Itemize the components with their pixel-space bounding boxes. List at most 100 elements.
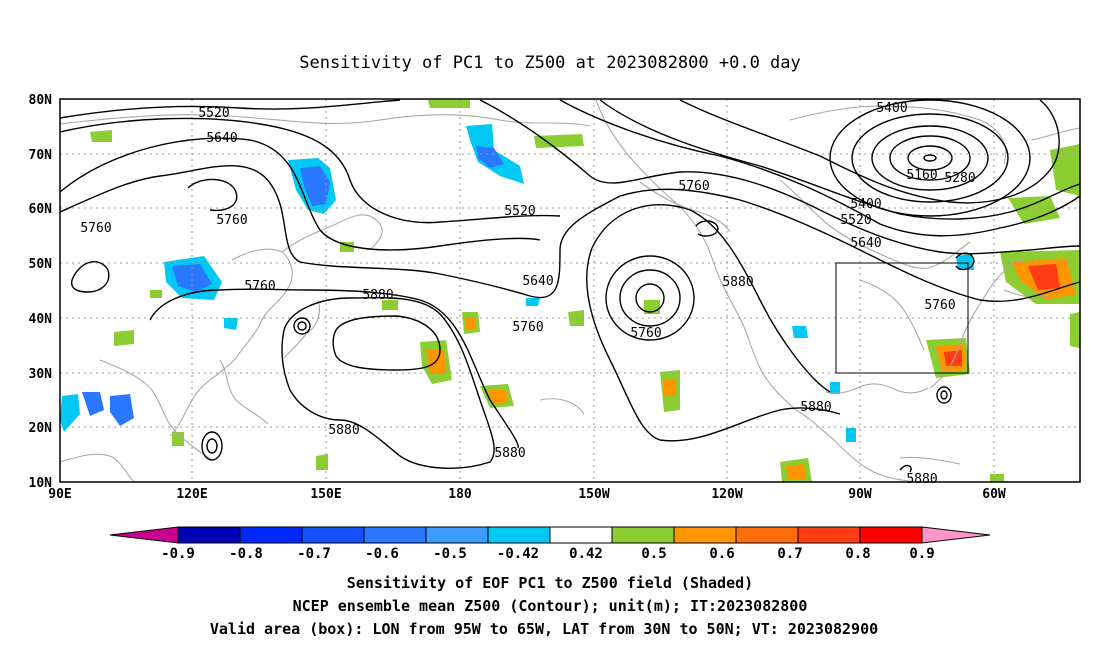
coastline xyxy=(283,299,321,359)
shade-positive-patch xyxy=(1008,196,1060,224)
shade-negative-patch xyxy=(82,392,104,416)
shade-positive-patch xyxy=(172,432,184,446)
shade-positive-patch xyxy=(534,134,584,148)
contour-label: 5880 xyxy=(722,275,753,290)
contour-line xyxy=(923,154,937,162)
contour-label: 5400 xyxy=(876,101,907,116)
contour-label: 5760 xyxy=(80,221,111,236)
contour-line xyxy=(332,315,441,371)
contour-line xyxy=(293,317,311,335)
colorbar-label: -0.7 xyxy=(297,546,331,562)
shade-positive-patch xyxy=(1028,264,1060,290)
contour-line xyxy=(619,269,681,327)
shade-positive-patch xyxy=(1070,312,1080,348)
contour-line xyxy=(955,252,975,271)
lat-axis-labels: 80N 70N 60N 50N 40N 30N 20N 10N xyxy=(29,93,53,491)
contour-labels: 5520 5640 5760 5520 5760 5760 5880 5640 … xyxy=(80,101,975,487)
contour-line xyxy=(907,145,953,171)
colorbar-box xyxy=(549,526,613,544)
colorbar-label: -0.9 xyxy=(161,546,195,562)
valid-area-box xyxy=(835,262,969,374)
caption-line-1: Sensitivity of EOF PC1 to Z500 field (Sh… xyxy=(347,574,753,592)
colorbar-label: -0.5 xyxy=(433,546,467,562)
contour-line xyxy=(70,261,110,293)
contour-label: 5880 xyxy=(800,400,831,415)
lon-tick-label: 180 xyxy=(448,487,472,502)
contour-line xyxy=(59,137,541,251)
contour-line xyxy=(635,283,665,313)
lat-tick-label: 20N xyxy=(29,421,53,436)
contour-label: 5880 xyxy=(906,472,937,487)
shade-negative-patch xyxy=(526,298,540,306)
lat-tick-label: 60N xyxy=(29,202,53,217)
contour-label: 5880 xyxy=(494,446,525,461)
contour-label: 5640 xyxy=(850,236,881,251)
contour-line xyxy=(871,125,989,191)
colorbar-box xyxy=(487,526,551,544)
shade-positive-patch xyxy=(944,350,962,366)
contour-line xyxy=(59,165,1081,302)
z500-contours xyxy=(59,99,1081,473)
lon-tick-label: 90E xyxy=(48,487,71,502)
shade-negative-patch xyxy=(830,382,840,394)
contour-label: 5160 xyxy=(906,168,937,183)
contour-label: 5760 xyxy=(678,179,709,194)
colorbar-label: 0.8 xyxy=(845,546,870,562)
contour-label: 5760 xyxy=(924,298,955,313)
coastline xyxy=(795,409,917,483)
contour-line xyxy=(59,99,401,119)
contour-line xyxy=(889,135,971,181)
colorbar-box xyxy=(735,526,799,544)
colorbar-right-arrow xyxy=(921,526,991,544)
lon-tick-label: 90W xyxy=(848,487,872,502)
coastline xyxy=(59,453,135,483)
colorbar: -0.9 -0.8 -0.7 -0.6 -0.5 -0.42 0.42 0.5 … xyxy=(109,526,991,562)
coastline xyxy=(859,279,925,351)
caption-line-3: Valid area (box): LON from 95W to 65W, L… xyxy=(210,620,878,638)
coastline xyxy=(219,359,269,425)
contour-label: 5880 xyxy=(328,423,359,438)
shade-positive-patch xyxy=(990,474,1004,482)
colorbar-label: -0.42 xyxy=(497,546,539,562)
shade-negative-patch xyxy=(60,394,80,432)
contour-line xyxy=(829,99,1031,217)
shade-negative-patch xyxy=(300,166,330,206)
coastline xyxy=(639,181,731,233)
coastline xyxy=(1031,127,1081,141)
contour-line xyxy=(281,296,495,469)
coastlines xyxy=(59,99,1081,483)
contour-label: 5280 xyxy=(944,171,975,186)
contour-line xyxy=(936,386,952,404)
shade-positive-patch xyxy=(90,130,112,142)
lon-tick-label: 120E xyxy=(176,487,207,502)
contour-line xyxy=(679,99,1060,204)
coastline xyxy=(929,257,1023,389)
contour-line xyxy=(187,178,238,212)
contour-label: 5400 xyxy=(850,197,881,212)
lat-tick-label: 30N xyxy=(29,367,53,382)
lat-tick-label: 70N xyxy=(29,148,53,163)
contour-line xyxy=(206,438,218,454)
contour-label: 5520 xyxy=(504,204,535,219)
coastline xyxy=(825,383,929,394)
contour-label: 5760 xyxy=(512,320,543,335)
coastline xyxy=(899,456,961,465)
coastline xyxy=(595,99,797,411)
figure-title: Sensitivity of PC1 to Z500 at 2023082800… xyxy=(299,53,801,73)
coastline xyxy=(59,114,591,127)
contour-label: 5880 xyxy=(362,288,393,303)
lon-axis-labels: 90E 120E 150E 180 150W 120W 90W 60W xyxy=(48,487,1006,502)
colorbar-box xyxy=(673,526,737,544)
coastline xyxy=(99,359,213,461)
shade-positive-patch xyxy=(664,380,676,396)
contour-label: 5760 xyxy=(244,279,275,294)
colorbar-label: -0.8 xyxy=(229,546,263,562)
shade-negative-patch xyxy=(846,428,856,442)
shade-positive-patch xyxy=(114,330,134,346)
coastline xyxy=(281,214,383,253)
shade-positive-patch xyxy=(382,300,398,310)
lon-tick-label: 60W xyxy=(982,487,1006,502)
colorbar-box xyxy=(611,526,675,544)
shade-negative-patch xyxy=(792,326,808,338)
